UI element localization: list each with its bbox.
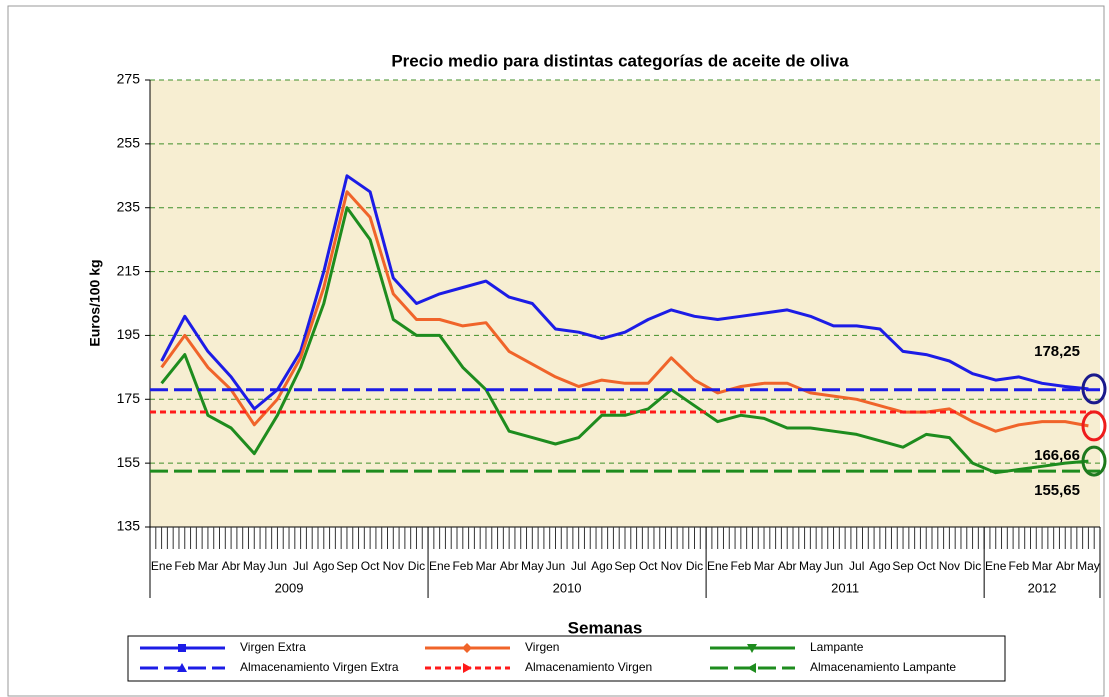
legend-marker — [747, 644, 757, 653]
annotation: 166,66 — [1034, 447, 1080, 464]
highlight-circle — [1081, 445, 1107, 477]
x-tick-label: Ago — [313, 559, 335, 573]
legend-marker — [178, 644, 186, 652]
x-tick-label: Nov — [939, 559, 960, 573]
x-tick-label: Ago — [869, 559, 891, 573]
x-tick-label: Sep — [892, 559, 914, 573]
y-tick-label: 235 — [117, 198, 141, 214]
legend-marker — [463, 663, 472, 673]
x-tick-label: Sep — [336, 559, 358, 573]
legend-marker — [462, 643, 472, 653]
x-axis-label: Semanas — [568, 618, 643, 637]
x-tick-label: Jun — [824, 559, 843, 573]
x-tick-label: Abr — [500, 559, 519, 573]
x-tick-label: Jul — [293, 559, 308, 573]
series-line — [160, 206, 1089, 475]
y-tick-label: 255 — [117, 135, 141, 151]
x-tick-label: Ene — [707, 559, 729, 573]
y-tick-label: 135 — [117, 518, 141, 534]
x-tick-label: Dic — [964, 559, 981, 573]
x-tick-label: May — [1077, 559, 1100, 573]
x-tick-label: Oct — [361, 559, 380, 573]
x-tick-label: Abr — [1056, 559, 1075, 573]
series-line — [160, 174, 1089, 411]
x-tick-label: Abr — [222, 559, 241, 573]
x-tick-label: Mar — [198, 559, 219, 573]
x-tick-label: Feb — [452, 559, 473, 573]
y-tick-label: 215 — [117, 262, 141, 278]
x-tick-label: May — [799, 559, 822, 573]
annotation: 155,65 — [1034, 482, 1080, 499]
x-tick-label: Jul — [571, 559, 586, 573]
highlight-circle — [1081, 373, 1107, 405]
y-tick-label: 195 — [117, 326, 141, 342]
x-tick-label: Nov — [383, 559, 404, 573]
legend-marker — [747, 663, 756, 673]
x-tick-label: Ago — [591, 559, 613, 573]
legend-label: Lampante — [810, 640, 864, 654]
legend-box — [127, 635, 1006, 682]
x-tick-label: Mar — [1032, 559, 1053, 573]
x-tick-label: Feb — [1009, 559, 1030, 573]
legend-label: Almacenamiento Virgen — [525, 660, 652, 674]
x-tick-label: Jun — [546, 559, 565, 573]
x-tick-label: Feb — [731, 559, 752, 573]
x-tick-label: Sep — [614, 559, 636, 573]
x-tick-label: Abr — [778, 559, 797, 573]
x-tick-label: Ene — [151, 559, 173, 573]
year-label: 2012 — [1028, 580, 1057, 595]
x-tick-label: Mar — [476, 559, 497, 573]
x-tick-label: Dic — [686, 559, 703, 573]
year-label: 2009 — [275, 580, 304, 595]
x-tick-label: Dic — [408, 559, 425, 573]
x-tick-label: Mar — [754, 559, 775, 573]
x-tick-label: Ene — [429, 559, 451, 573]
y-tick-label: 275 — [117, 71, 141, 87]
y-tick-label: 155 — [117, 454, 141, 470]
chart-title: Precio medio para distintas categorías d… — [391, 51, 849, 70]
year-label: 2010 — [553, 580, 582, 595]
legend-label: Almacenamiento Lampante — [810, 660, 956, 674]
x-tick-label: Jun — [268, 559, 287, 573]
highlight-circle — [1081, 410, 1107, 442]
year-label: 2011 — [831, 580, 859, 595]
legend-label: Virgen — [525, 640, 559, 654]
x-tick-label: Jul — [849, 559, 864, 573]
x-tick-label: Nov — [661, 559, 682, 573]
y-axis-label: Euros/100 kg — [87, 259, 103, 346]
x-tick-label: Oct — [917, 559, 936, 573]
legend-label: Almacenamiento Virgen Extra — [240, 660, 399, 674]
legend-marker — [177, 663, 187, 672]
annotation: 178,25 — [1034, 343, 1080, 360]
x-tick-label: Oct — [639, 559, 658, 573]
legend-label: Virgen Extra — [240, 640, 306, 654]
x-tick-label: May — [243, 559, 266, 573]
x-tick-label: May — [521, 559, 544, 573]
x-tick-label: Feb — [174, 559, 195, 573]
x-tick-label: Ene — [985, 559, 1007, 573]
plot-area — [150, 80, 1100, 527]
y-tick-label: 175 — [117, 390, 141, 406]
